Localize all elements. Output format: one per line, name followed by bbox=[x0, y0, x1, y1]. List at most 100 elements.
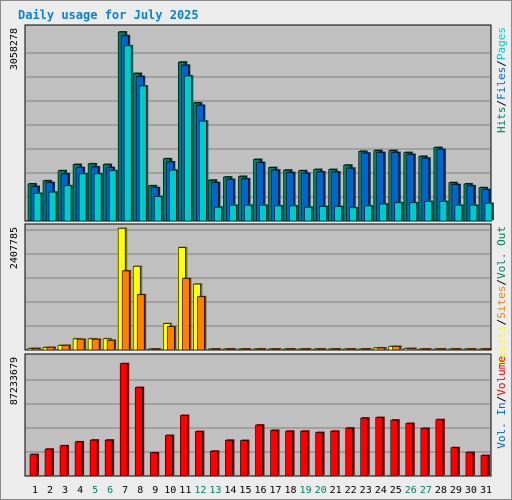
bar-sites-day-18 bbox=[287, 348, 295, 351]
bar-pages-day-12 bbox=[199, 120, 207, 222]
bar-sites-day-12 bbox=[197, 296, 205, 351]
x-tick-day-8: 8 bbox=[137, 485, 143, 496]
bar-volume-day-17 bbox=[270, 430, 278, 477]
bar-volume-day-18 bbox=[285, 430, 293, 477]
bar-pages-day-14 bbox=[229, 205, 237, 222]
x-tick-day-31: 31 bbox=[480, 485, 492, 496]
x-tick-day-15: 15 bbox=[239, 485, 251, 496]
bar-volume-day-8 bbox=[134, 387, 143, 477]
bar-volume-day-6 bbox=[104, 439, 113, 477]
x-tick-day-11: 11 bbox=[179, 485, 191, 496]
legend-item-hits: Hits bbox=[495, 107, 508, 134]
bar-sites-day-30 bbox=[467, 348, 476, 351]
bar-volume-day-10 bbox=[164, 435, 173, 477]
legend-middle: Visits/Sites/Vol. Out bbox=[495, 226, 508, 365]
x-tick-day-13: 13 bbox=[209, 485, 221, 496]
bar-shadow-sites-day-29 bbox=[453, 348, 462, 349]
bar-sites-day-9 bbox=[151, 348, 160, 351]
bar-pages-day-31 bbox=[484, 203, 493, 222]
bar-volume-day-14 bbox=[225, 439, 233, 477]
bar-sites-day-21 bbox=[332, 348, 340, 351]
bar-sites-day-4 bbox=[76, 339, 85, 351]
bar-pages-day-21 bbox=[334, 206, 342, 222]
legend-item-sites: Sites bbox=[495, 286, 508, 319]
bar-shadow-sites-day-23 bbox=[363, 348, 372, 349]
bar-pages-day-27 bbox=[424, 201, 433, 222]
bar-shadow-sites-day-28 bbox=[438, 348, 447, 349]
bar-sites-day-10 bbox=[166, 326, 175, 351]
legend-item-pages: Pages bbox=[495, 27, 508, 60]
bar-volume-day-4 bbox=[74, 441, 83, 477]
bar-volume-day-19 bbox=[300, 430, 308, 477]
x-tick-day-26: 26 bbox=[405, 485, 417, 496]
y-max-label: 87233679 bbox=[9, 357, 20, 405]
bar-sites-day-29 bbox=[452, 348, 461, 351]
bar-pages-day-19 bbox=[304, 206, 312, 222]
legend-separator: / bbox=[495, 396, 508, 403]
bar-pages-day-20 bbox=[319, 206, 327, 222]
y-max-label: 3058278 bbox=[9, 28, 20, 70]
x-tick-day-16: 16 bbox=[254, 485, 266, 496]
bar-pages-day-15 bbox=[244, 205, 252, 222]
legend-item-vol-out: Vol. Out bbox=[495, 226, 508, 279]
x-tick-day-20: 20 bbox=[315, 485, 327, 496]
bar-volume-day-28 bbox=[435, 419, 444, 477]
bar-pages-day-4 bbox=[78, 173, 87, 222]
bar-pages-day-25 bbox=[394, 202, 403, 222]
legend-separator: / bbox=[495, 100, 508, 107]
bar-sites-day-24 bbox=[377, 347, 386, 351]
bar-sites-day-31 bbox=[482, 348, 491, 351]
bar-sites-day-11 bbox=[182, 278, 190, 351]
x-tick-day-12: 12 bbox=[194, 485, 206, 496]
bar-volume-day-26 bbox=[405, 423, 414, 477]
bar-sites-day-8 bbox=[136, 294, 145, 351]
chart-panels bbox=[24, 24, 492, 477]
bar-volume-day-27 bbox=[420, 428, 429, 477]
x-tick-day-17: 17 bbox=[269, 485, 281, 496]
x-tick-day-22: 22 bbox=[345, 485, 357, 496]
x-tick-day-4: 4 bbox=[77, 485, 83, 496]
bar-volume-day-12 bbox=[195, 431, 203, 477]
bar-sites-day-13 bbox=[212, 348, 220, 351]
bar-shadow-sites-day-20 bbox=[318, 348, 327, 349]
bar-sites-day-3 bbox=[61, 345, 70, 351]
bar-sites-day-16 bbox=[257, 348, 265, 351]
bar-volume-day-22 bbox=[345, 427, 353, 477]
bar-volume-day-25 bbox=[390, 419, 399, 477]
bar-volume-day-9 bbox=[149, 452, 158, 477]
bar-pages-day-5 bbox=[93, 173, 102, 222]
bar-sites-day-25 bbox=[392, 346, 401, 351]
bar-volume-day-24 bbox=[375, 417, 384, 477]
x-tick-day-18: 18 bbox=[285, 485, 297, 496]
x-tick-day-2: 2 bbox=[47, 485, 53, 496]
bar-pages-day-9 bbox=[153, 196, 162, 222]
y-max-label: 2407785 bbox=[9, 227, 20, 269]
bar-volume-day-1 bbox=[29, 454, 38, 477]
bar-pages-day-2 bbox=[48, 191, 57, 222]
legend-item-vol-in: Vol. In bbox=[495, 402, 508, 448]
legend-item-files: Files bbox=[495, 67, 508, 100]
bar-shadow-sites-day-13 bbox=[213, 348, 222, 349]
bar-shadow-sites-day-15 bbox=[243, 348, 252, 349]
bar-volume-day-31 bbox=[480, 455, 489, 477]
bar-volume-day-5 bbox=[89, 439, 98, 477]
x-tick-day-23: 23 bbox=[360, 485, 372, 496]
bar-sites-day-7 bbox=[121, 270, 130, 351]
bar-sites-day-28 bbox=[437, 348, 446, 351]
bar-shadow-sites-day-16 bbox=[258, 348, 267, 349]
bar-shadow-sites-day-30 bbox=[468, 348, 477, 349]
x-tick-day-19: 19 bbox=[300, 485, 312, 496]
bar-volume-day-30 bbox=[465, 452, 474, 477]
bar-volume-day-13 bbox=[210, 450, 218, 477]
bar-shadow-sites-day-22 bbox=[348, 348, 357, 349]
bar-volume-day-11 bbox=[180, 415, 188, 477]
bar-pages-day-3 bbox=[63, 185, 72, 222]
bar-volume-day-29 bbox=[450, 447, 459, 477]
bar-shadow-sites-day-27 bbox=[423, 348, 432, 349]
bar-sites-day-14 bbox=[227, 348, 235, 351]
bar-volume-day-20 bbox=[315, 432, 323, 477]
bar-pages-day-13 bbox=[214, 206, 222, 222]
bar-sites-day-1 bbox=[31, 348, 40, 351]
x-tick-day-5: 5 bbox=[92, 485, 98, 496]
